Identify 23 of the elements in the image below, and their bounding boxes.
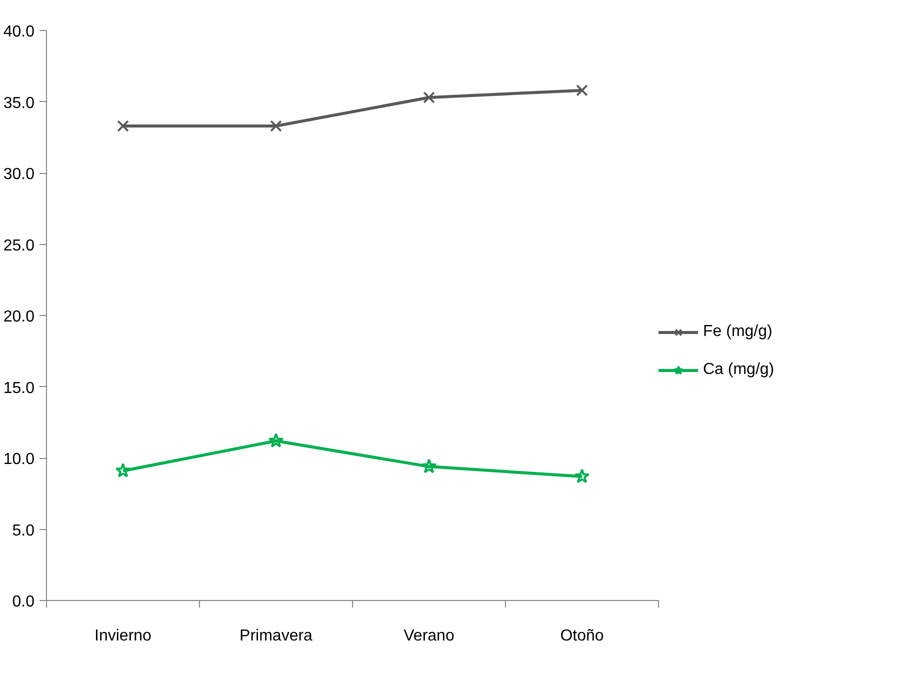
point	[117, 120, 129, 132]
point	[115, 462, 131, 478]
y-tick-label: 0.0	[12, 594, 35, 610]
legend-label: Ca (mg/g)	[703, 361, 774, 379]
y-tick-label: 40.0	[3, 24, 35, 40]
point	[270, 120, 282, 132]
y-tick-label: 20.0	[3, 308, 35, 326]
y-tick-label: 15.0	[3, 380, 35, 397]
x-tick-label: Otoño	[560, 628, 604, 644]
y-tick-label: 10.0	[3, 451, 35, 468]
point	[268, 432, 284, 448]
legend-label: Fe (mg/g)	[703, 323, 772, 341]
x-tick-label: Verano	[404, 628, 454, 644]
point	[421, 458, 437, 474]
y-tick-label: 35.0	[3, 94, 35, 112]
y-tick-label: 25.0	[3, 237, 35, 254]
y-tick-label: 5.0	[12, 522, 35, 540]
point	[423, 92, 435, 104]
point	[574, 468, 590, 484]
x-tick-label: Invierno	[94, 628, 152, 644]
x-tick-label: Primavera	[240, 628, 313, 644]
y-tick-label: 30.0	[3, 166, 35, 183]
point	[576, 84, 588, 96]
